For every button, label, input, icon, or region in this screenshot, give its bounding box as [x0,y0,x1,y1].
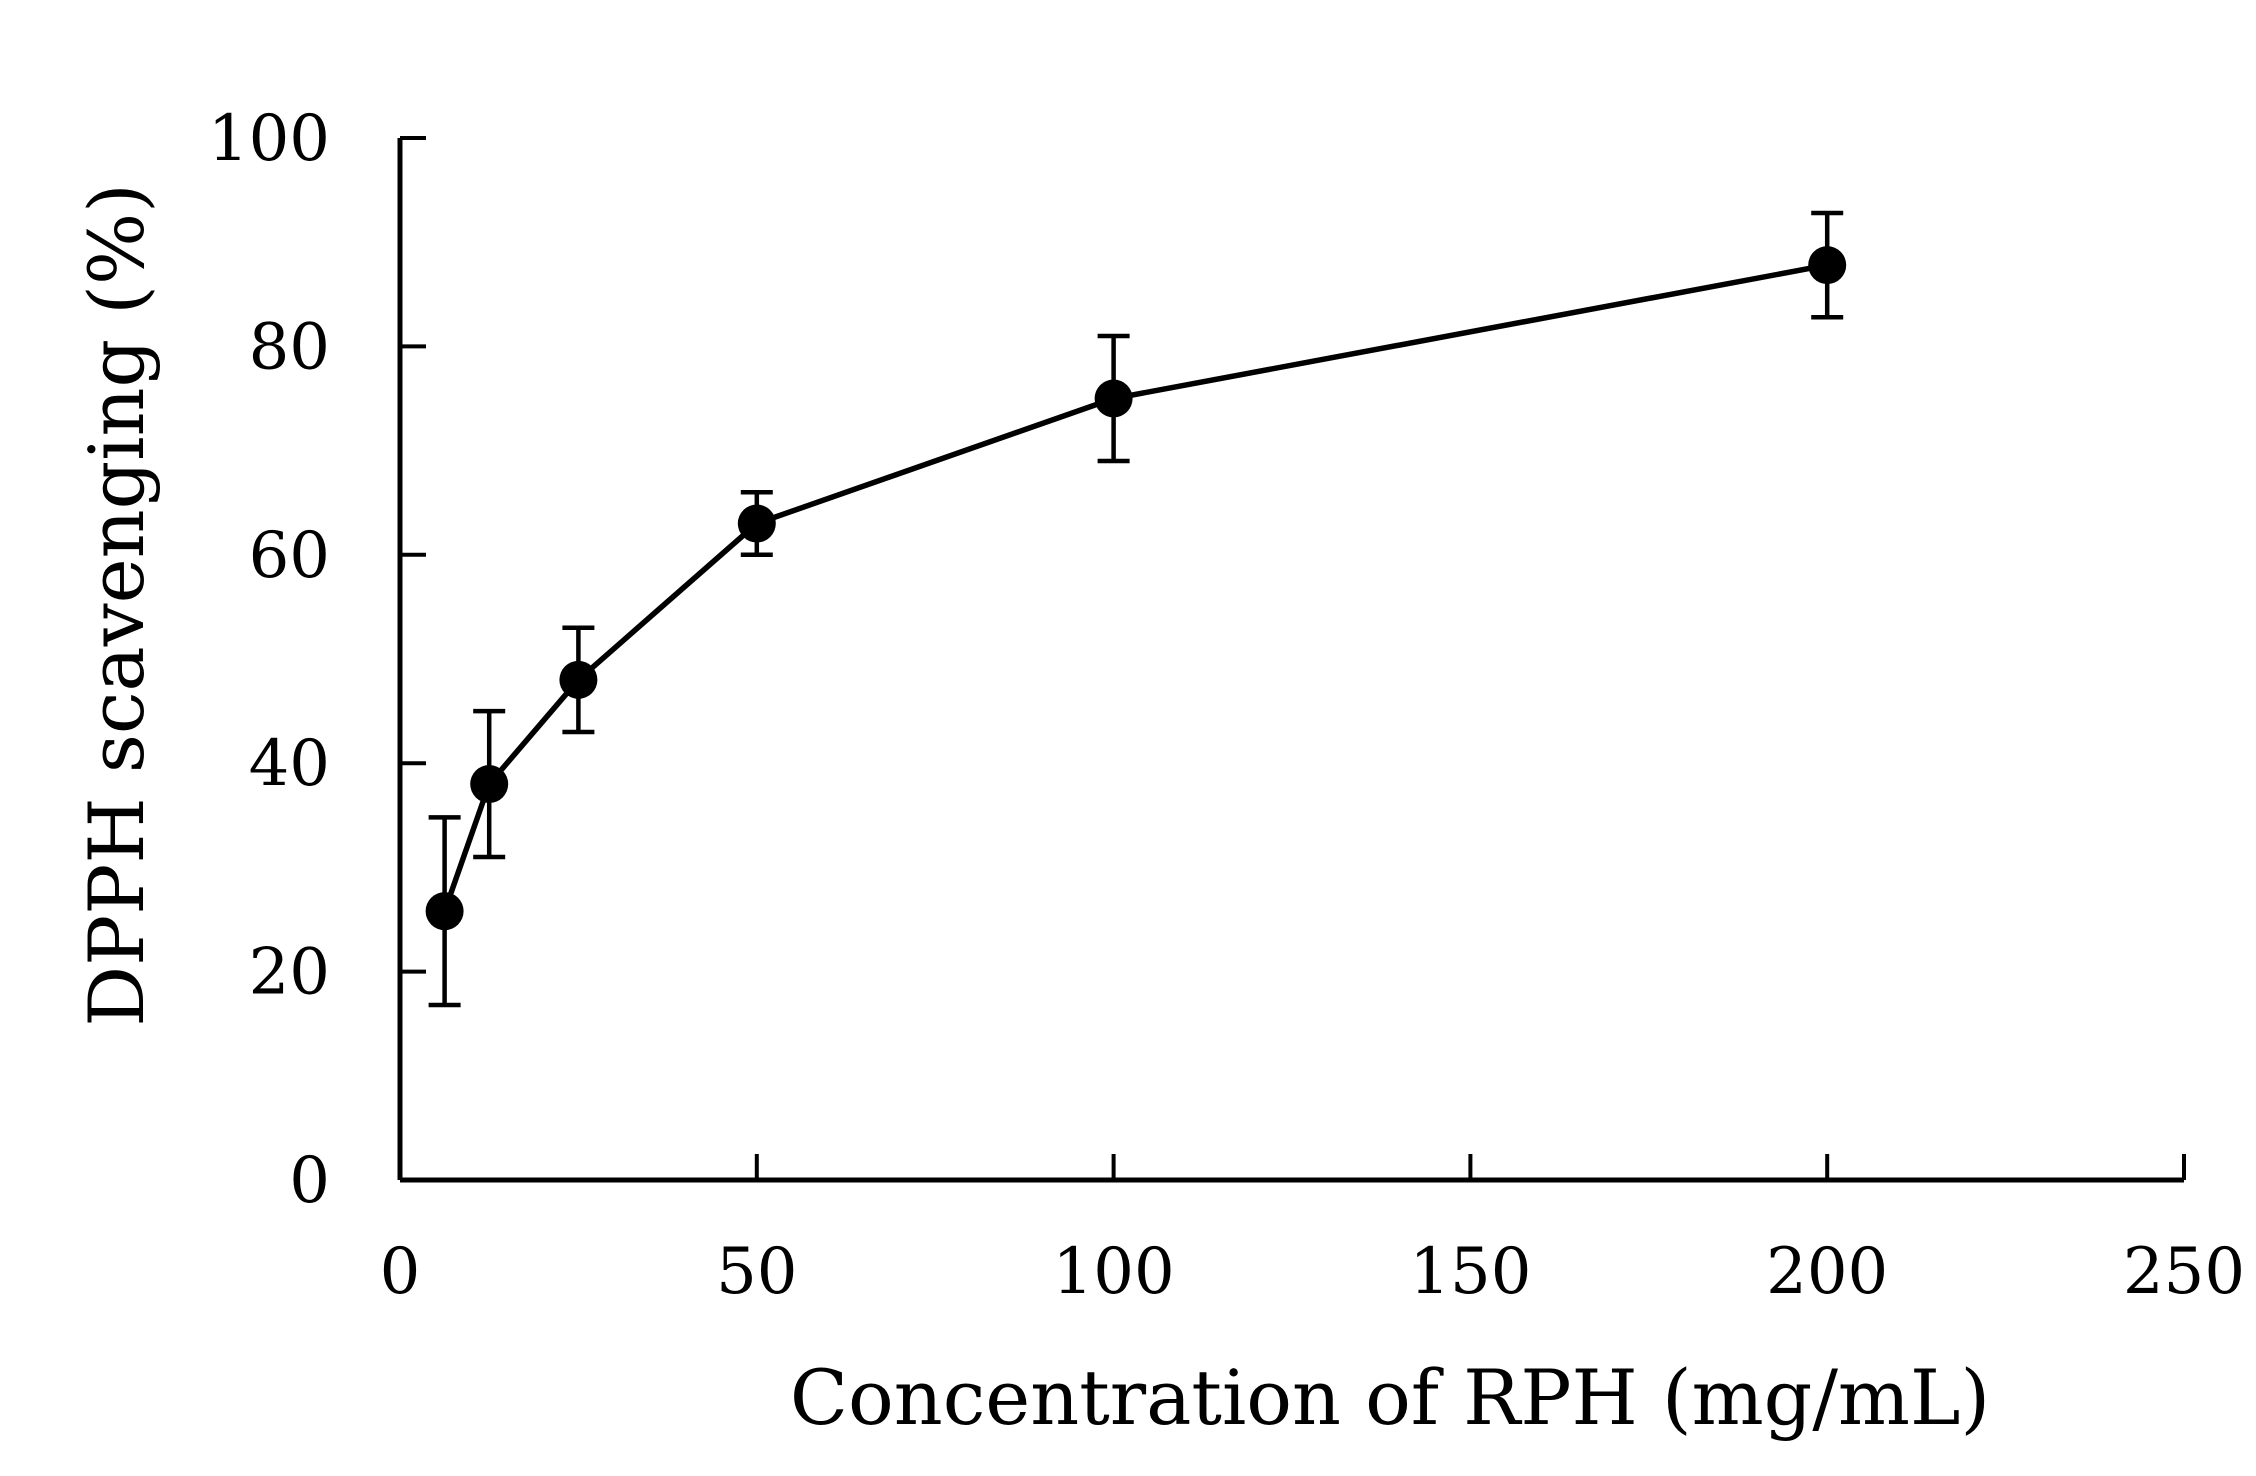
series-layer [425,210,1847,1008]
y-tick-label: 100 [208,102,330,176]
y-tick-label: 60 [249,519,330,593]
data-point [737,504,776,543]
x-tick-label: 100 [1053,1235,1175,1309]
x-axis-ticks: 0 50 100 150 200 250 [380,1154,2245,1309]
x-tick-label: 150 [1409,1235,1531,1309]
data-point [559,660,598,699]
x-tick-label: 50 [716,1235,797,1309]
x-tick-label: 0 [380,1235,421,1309]
axes [397,138,2184,1183]
x-tick-label: 250 [2123,1235,2245,1309]
y-tick-label: 20 [249,936,330,1010]
y-axis-ticks: 0 20 40 60 80 100 [208,102,426,1218]
y-axis-title: DPPH scavenging (%) [72,183,161,1027]
series-line [442,262,1828,913]
y-tick-label: 0 [289,1144,330,1218]
data-point [1808,246,1847,285]
data-point [470,765,509,804]
data-point [425,892,464,931]
y-tick-label: 80 [249,310,330,384]
x-tick-label: 200 [1766,1235,1888,1309]
y-tick-label: 40 [249,727,330,801]
data-point [1094,379,1133,418]
x-axis-title: Concentration of RPH (mg/mL) [790,1353,1990,1442]
